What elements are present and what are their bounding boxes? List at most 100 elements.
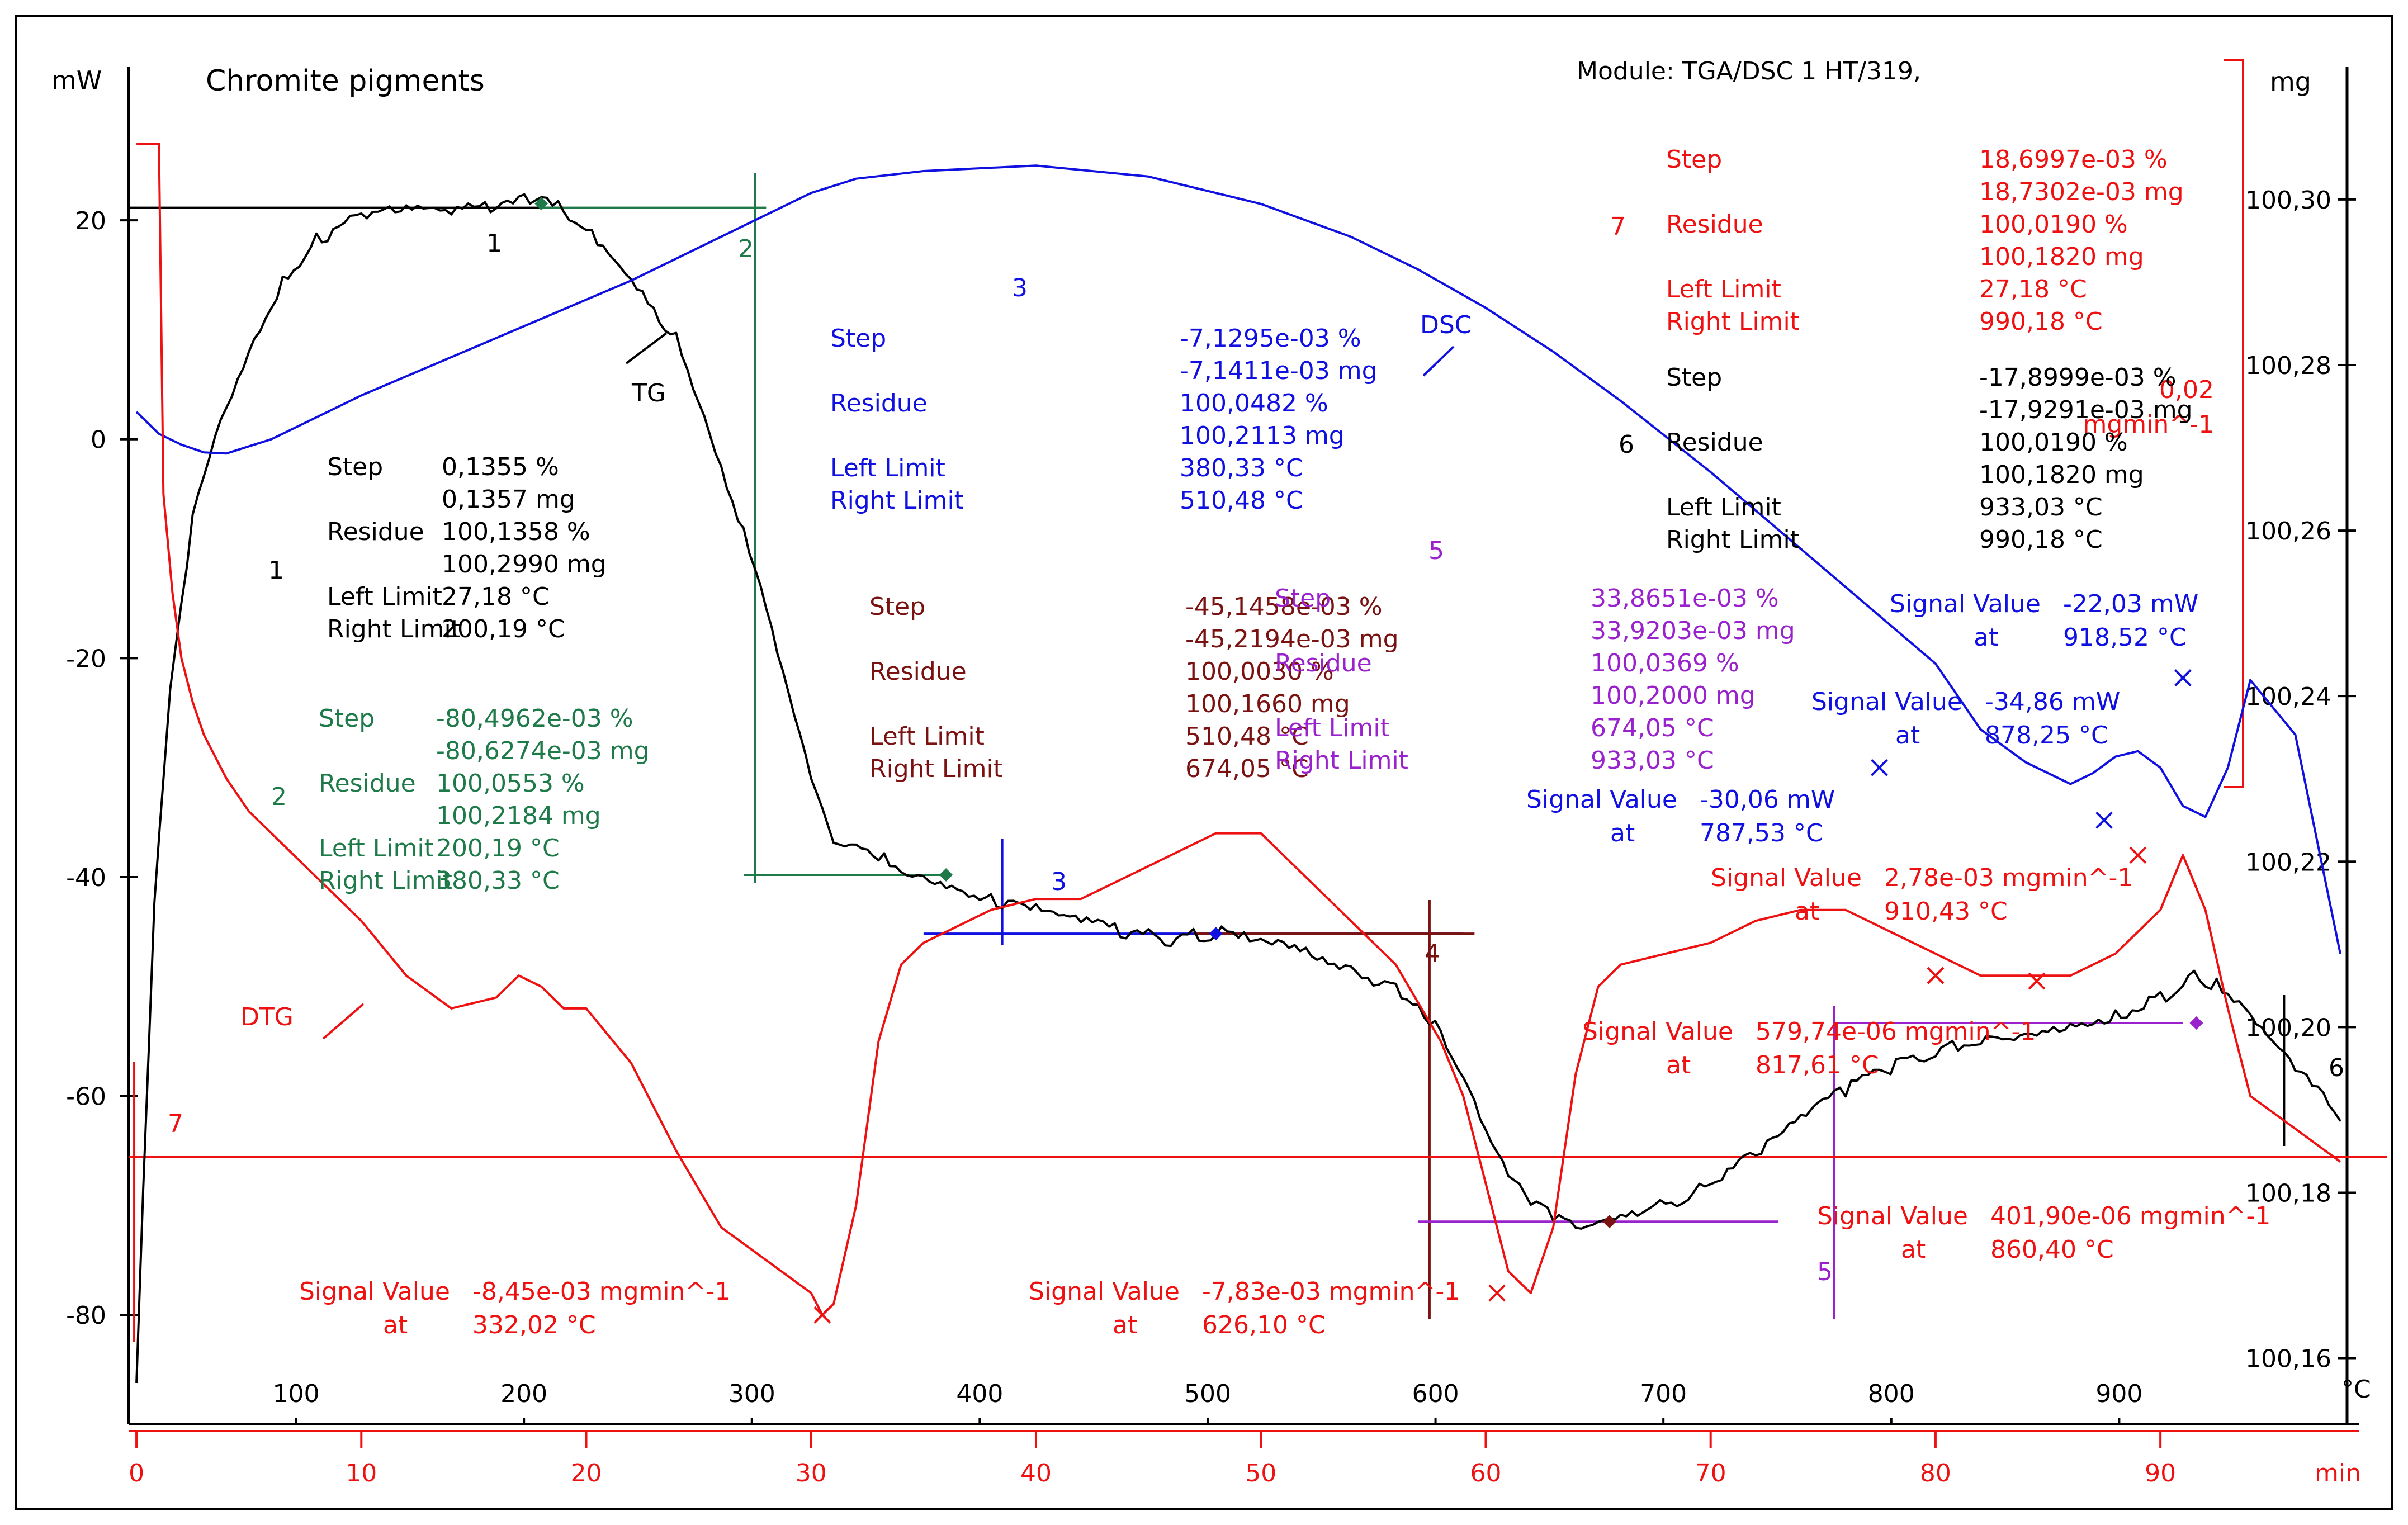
time-tick-label: 90 <box>2145 1459 2176 1488</box>
step-block-2: Step -80,4962e-03 % -80,6274e-03 mg Residue… <box>271 704 650 895</box>
step-block-label: Right Limit <box>319 866 452 895</box>
step-block-id: 6 <box>1619 430 1634 459</box>
step-block-label: Step <box>1666 145 1722 174</box>
step-block-label: Residue <box>1666 210 1763 239</box>
outer-frame <box>15 15 2393 1510</box>
time-tick-label: 70 <box>1695 1459 1726 1488</box>
dtg-arrow <box>322 1003 365 1040</box>
signal-at-label: at <box>1795 897 1819 926</box>
step-block-label: Right Limit <box>1275 746 1408 775</box>
signal-value-number: -34,86 mW <box>1985 688 2120 716</box>
step-block-value: 100,1820 mg <box>1979 243 2144 271</box>
signal-at-label: at <box>383 1311 408 1339</box>
series-dtg-line <box>136 143 2341 1316</box>
step-block-value: 33,8651e-03 % <box>1591 584 1779 613</box>
signal-value-label: Signal Value <box>299 1277 450 1306</box>
peak-label: 7 <box>168 1110 183 1138</box>
step-block-4: Step -45,1458e-03 %-45,2194e-03 mgResidue… <box>869 593 1399 783</box>
step-block-label: Step <box>869 593 925 621</box>
mg-tick-label: 100,28 <box>2245 352 2331 380</box>
series-dsc-line <box>135 164 2341 954</box>
step-block-value: 18,6997e-03 % <box>1979 145 2168 174</box>
step-block-label: Step <box>319 704 375 733</box>
step-block-value: 100,1660 mg <box>1185 690 1350 718</box>
signal-at-temperature: 817,61 °C <box>1756 1051 1879 1079</box>
signal-at-label: at <box>1974 623 1998 652</box>
time-tick-label: 0 <box>129 1459 144 1488</box>
step-limit-marker <box>939 868 953 882</box>
step-block-label: Step <box>1275 584 1331 613</box>
step-block-value: 674,05 °C <box>1591 714 1714 742</box>
step-block-value: 100,0190 % <box>1979 428 2128 457</box>
step-block-label: Residue <box>327 518 424 546</box>
mg-tick-label: 100,18 <box>2245 1179 2331 1207</box>
signal-at-temperature: 918,52 °C <box>2063 623 2187 652</box>
signal-at-label: at <box>1666 1051 1691 1079</box>
step-block-7: Step 18,6997e-03 % 18,7302e-03 mg Residue 10… <box>1610 145 2184 336</box>
mw-tick-label: -80 <box>66 1301 106 1330</box>
mg-tick-label: 100,26 <box>2245 517 2331 546</box>
mw-tick-label: -40 <box>66 864 106 892</box>
signal-value-number: 401,90e-06 mgmin^-1 <box>1990 1202 2270 1230</box>
signal-marker <box>2129 846 2147 864</box>
step-block-value: 100,0030 % <box>1185 657 1334 686</box>
step-block-label: Residue <box>830 389 928 418</box>
signal-at-temperature: 910,43 °C <box>1884 897 2008 926</box>
time-unit: min <box>2315 1459 2361 1488</box>
step-block-label: Left Limit <box>869 722 985 751</box>
step-block-value: -80,4962e-03 % <box>436 704 633 733</box>
step-block-value: 674,05 °C <box>1185 755 1309 783</box>
peak-label: 3 <box>1051 868 1067 896</box>
step-limit-marker <box>2189 1016 2203 1030</box>
temp-tick-label: 900 <box>2095 1380 2142 1408</box>
signal-marker <box>2095 811 2113 829</box>
temp-tick-label: 100 <box>273 1380 320 1408</box>
tg-curve-label: TG <box>631 379 666 408</box>
step-block-value: 990,18 °C <box>1979 525 2103 554</box>
signal-value-number: -22,03 mW <box>2063 590 2198 618</box>
step-limit-marker <box>534 197 548 211</box>
step-block-id: 7 <box>1610 212 1626 241</box>
step-block-label: Right Limit <box>1666 525 1800 554</box>
mw-tick-label: -20 <box>66 645 106 673</box>
step-block-label: Residue <box>1666 428 1763 457</box>
right-unit-label: mg <box>2270 67 2311 97</box>
signal-marker <box>2028 972 2046 990</box>
step-block-value: 100,0482 % <box>1180 389 1328 418</box>
step-block-label: Left Limit <box>830 454 945 482</box>
step-block-value: 100,2184 mg <box>436 802 601 830</box>
signal-value-callout: Signal Value -22,03 mW at 918,52 °C <box>1890 590 2198 652</box>
step-block-value: 27,18 °C <box>442 582 550 611</box>
signal-value-callout: Signal Value 579,74e-06 mgmin^-1 at 817,61 … <box>1582 1017 2036 1079</box>
signal-value-number: -8,45e-03 mgmin^-1 <box>472 1277 730 1306</box>
step-block-1: Step 0,1355 % 0,1357 mg Residue 100,1358 % 10… <box>268 453 607 643</box>
time-tick-label: 40 <box>1020 1459 1052 1488</box>
time-tick-label: 50 <box>1245 1459 1276 1488</box>
step-block-value: 510,48 °C <box>1180 486 1303 515</box>
module-label: Module: TGA/DSC 1 HT/319, <box>1577 57 1921 86</box>
step-block-label: Step <box>1666 363 1722 392</box>
signal-value-label: Signal Value <box>1811 688 1962 716</box>
step-block-label: Left Limit <box>1666 493 1781 522</box>
step-block-6: Step -17,8999e-03 % -17,9291e-03 mg Residue… <box>1619 363 2193 554</box>
temp-tick-label: 700 <box>1640 1380 1687 1408</box>
signal-value-label: Signal Value <box>1711 864 1862 892</box>
signal-value-label: Signal Value <box>1890 590 2041 618</box>
step-block-value: 200,19 °C <box>442 615 565 643</box>
step-block-5: Step 33,8651e-03 % 33,9203e-03 mg Residue 10… <box>1275 537 1795 775</box>
peak-label: 6 <box>2329 1054 2344 1082</box>
signal-value-callout: Signal Value -7,83e-03 mgmin^-1 at 626,10 °… <box>1029 1277 1460 1339</box>
step-block-value: 18,7302e-03 mg <box>1979 178 2184 206</box>
step-block-value: -17,9291e-03 mg <box>1979 396 2193 424</box>
temp-tick-label: 200 <box>500 1380 547 1408</box>
step-block-label: Left Limit <box>1275 714 1390 742</box>
step-limit-marker <box>1209 927 1223 941</box>
step-block-value: 100,2990 mg <box>442 550 607 579</box>
signal-at-temperature: 626,10 °C <box>1202 1311 1326 1339</box>
step-block-value: 100,2113 mg <box>1180 421 1345 450</box>
mg-tick-label: 100,30 <box>2245 186 2331 215</box>
step-block-value: 380,33 °C <box>436 866 560 895</box>
signal-value-number: -30,06 mW <box>1700 785 1835 814</box>
step-block-value: 933,03 °C <box>1979 493 2103 522</box>
temp-tick-label: 500 <box>1184 1380 1231 1408</box>
